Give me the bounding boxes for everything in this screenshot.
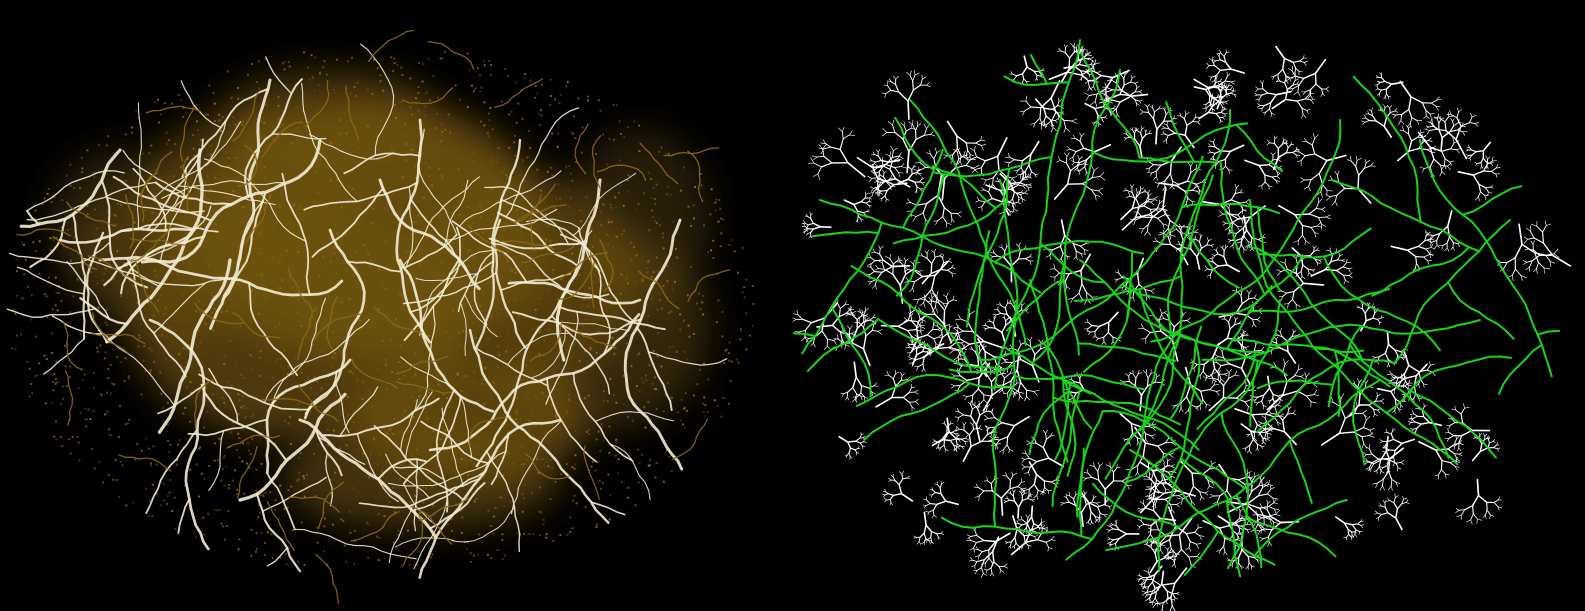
segmented-vessel-image bbox=[6, 29, 755, 605]
vessel-network bbox=[6, 43, 728, 579]
tissue-speckle bbox=[11, 50, 755, 567]
simulated-vascular-tree bbox=[792, 39, 1572, 611]
main-vessels bbox=[792, 39, 1561, 578]
right-image-panel bbox=[780, 0, 1585, 611]
left-image-panel bbox=[0, 0, 780, 611]
fine-vessels bbox=[16, 29, 730, 605]
branch-trees bbox=[792, 42, 1572, 611]
